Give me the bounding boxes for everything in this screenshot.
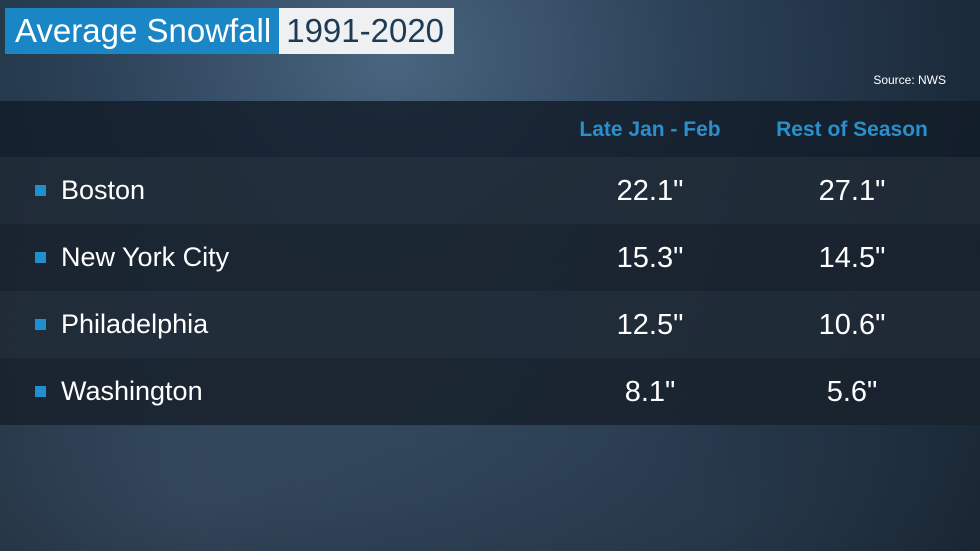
source-note: Source: NWS [873, 73, 946, 87]
column-header: Rest of Season [776, 118, 928, 141]
snowfall-table: Late Jan - Feb Rest of Season Boston 22.… [0, 101, 980, 425]
table-row: Philadelphia 12.5" 10.6" [0, 291, 980, 358]
cell-value: 5.6" [826, 376, 878, 408]
cell-value: 27.1" [818, 175, 886, 207]
bullet-icon [35, 185, 46, 196]
cell-value: 12.5" [616, 309, 684, 341]
bullet-icon [35, 252, 46, 263]
table-row: Washington 8.1" 5.6" [0, 358, 980, 425]
cell-value: 8.1" [624, 376, 676, 408]
period: 1991-2020 [279, 8, 455, 54]
table-row: Boston 22.1" 27.1" [0, 157, 980, 224]
column-header: Late Jan - Feb [579, 118, 721, 141]
city-name: Philadelphia [61, 309, 209, 339]
city-name: Boston [61, 175, 146, 205]
bullet-icon [35, 319, 46, 330]
title: Average Snowfall [5, 8, 280, 54]
city-name: New York City [61, 242, 230, 272]
bullet-icon [35, 386, 46, 397]
cell-value: 14.5" [818, 242, 886, 274]
table-header: Late Jan - Feb Rest of Season [0, 101, 980, 157]
table-row: New York City 15.3" 14.5" [0, 224, 980, 291]
cell-value: 22.1" [616, 175, 684, 207]
cell-value: 15.3" [616, 242, 684, 274]
cell-value: 10.6" [818, 309, 886, 341]
title-banner: Average Snowfall 1991-2020 [5, 8, 455, 54]
city-name: Washington [61, 376, 203, 406]
